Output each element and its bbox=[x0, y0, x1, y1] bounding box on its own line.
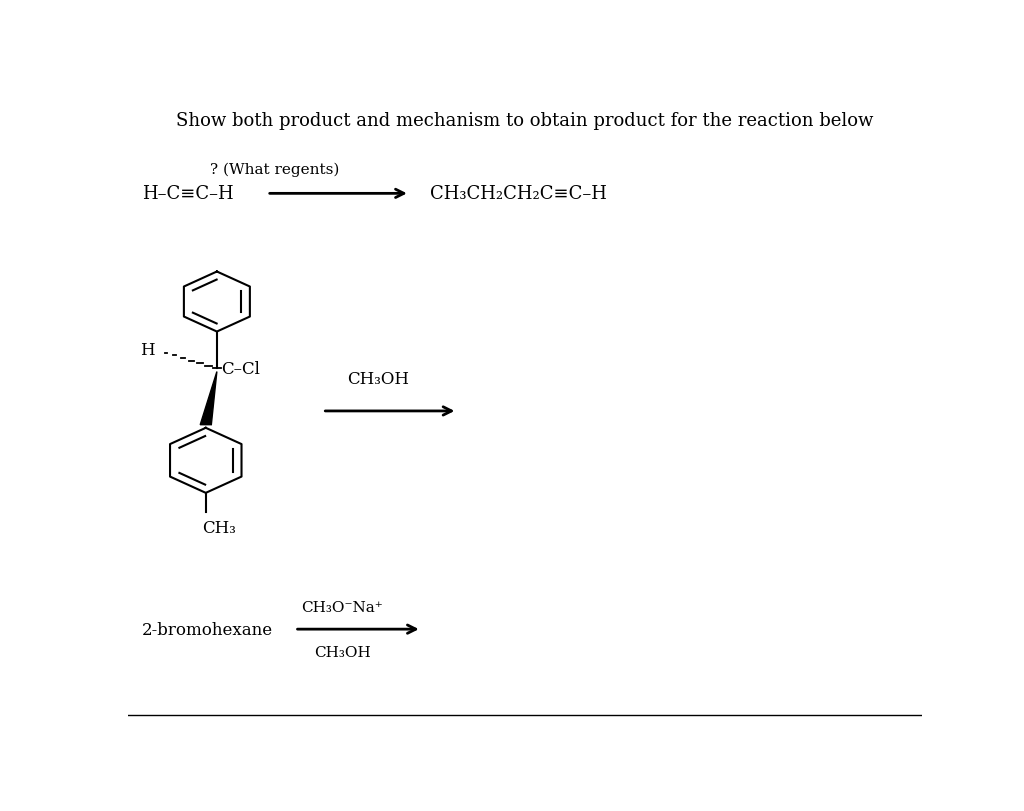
Text: H–C≡C–H: H–C≡C–H bbox=[142, 185, 233, 203]
Text: CH₃O⁻Na⁺: CH₃O⁻Na⁺ bbox=[301, 600, 383, 615]
Text: CH₃OH: CH₃OH bbox=[314, 646, 371, 659]
Text: CH₃: CH₃ bbox=[202, 520, 236, 536]
Text: Show both product and mechanism to obtain product for the reaction below: Show both product and mechanism to obtai… bbox=[176, 112, 873, 130]
Text: ? (What regents): ? (What regents) bbox=[210, 163, 340, 178]
Text: CH₃CH₂CH₂C≡C–H: CH₃CH₂CH₂C≡C–H bbox=[430, 185, 606, 203]
Text: C–Cl: C–Cl bbox=[221, 360, 260, 377]
Text: CH₃OH: CH₃OH bbox=[347, 371, 409, 388]
Text: H: H bbox=[139, 341, 155, 358]
Text: 2-bromohexane: 2-bromohexane bbox=[142, 621, 273, 638]
Polygon shape bbox=[201, 372, 217, 425]
